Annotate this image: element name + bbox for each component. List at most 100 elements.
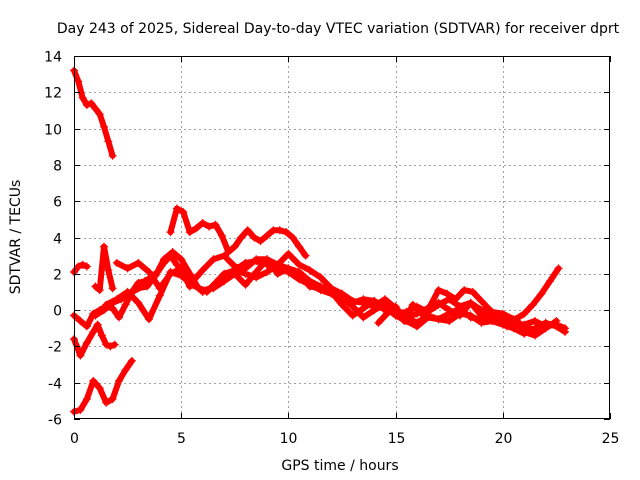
x-tick-label: 20 — [495, 431, 513, 447]
data-point — [511, 315, 520, 324]
data-point — [295, 242, 304, 251]
data-point — [241, 280, 250, 289]
data-point — [528, 300, 537, 309]
data-point — [520, 309, 529, 318]
data-point — [106, 342, 115, 351]
x-tick-label: 0 — [70, 431, 79, 447]
data-point — [220, 271, 229, 280]
data-point — [348, 311, 357, 320]
data-point — [108, 395, 117, 403]
data-point — [383, 309, 391, 318]
data-point — [443, 289, 452, 298]
data-point — [95, 110, 104, 119]
data-point — [445, 309, 454, 318]
data-point — [370, 306, 379, 315]
data-point — [460, 286, 469, 295]
data-point — [316, 273, 325, 282]
x-tick-label: 25 — [602, 431, 620, 447]
chart-title: Day 243 of 2025, Sidereal Day-to-day VTE… — [57, 21, 620, 37]
data-point — [185, 228, 194, 237]
data-point — [211, 220, 220, 229]
data-point — [160, 255, 168, 264]
data-point — [91, 311, 100, 320]
y-axis-label: SDTVAR / TECUs — [8, 180, 24, 295]
data-point — [97, 331, 106, 340]
x-tick-label: 5 — [177, 431, 186, 447]
data-point — [112, 295, 121, 304]
data-point — [282, 228, 291, 237]
data-point — [134, 258, 143, 267]
y-tick-label: 14 — [44, 50, 62, 66]
data-point — [237, 233, 246, 242]
data-point — [209, 282, 218, 291]
y-tick-label: 6 — [53, 195, 62, 211]
data-point — [477, 315, 486, 324]
y-tick-label: -6 — [48, 413, 62, 429]
data-point — [89, 327, 98, 336]
data-point — [102, 398, 111, 407]
y-tick-label: 12 — [44, 86, 62, 102]
data-point — [102, 340, 111, 349]
data-point — [74, 262, 83, 271]
plot-frame — [74, 56, 610, 419]
data-point — [82, 322, 91, 331]
data-point — [91, 282, 100, 291]
data-point — [250, 233, 259, 242]
series-line — [71, 67, 116, 159]
data-point — [359, 313, 368, 322]
data-point — [192, 224, 201, 233]
y-tick-labels: -6 -4 -2 0 2 4 6 8 10 12 14 — [44, 50, 62, 429]
data-point — [123, 287, 132, 296]
data-point — [179, 208, 188, 217]
data-point — [445, 317, 454, 325]
data-point — [224, 248, 233, 256]
x-axis-label: GPS time / hours — [281, 458, 398, 474]
y-tick-label: 0 — [53, 304, 62, 320]
data-point — [115, 376, 123, 385]
data-point — [531, 326, 539, 335]
data-point — [273, 269, 282, 278]
data-point — [252, 257, 261, 266]
data-point — [477, 297, 486, 305]
data-point — [134, 284, 143, 293]
series-track-1 — [70, 66, 117, 160]
data-point — [400, 317, 409, 325]
data-point — [102, 300, 111, 309]
data-point — [374, 318, 383, 327]
y-tick-label: 10 — [44, 123, 62, 139]
data-point — [316, 286, 325, 295]
plot-area — [70, 66, 569, 416]
data-point — [108, 151, 117, 160]
data-point — [455, 311, 464, 320]
y-tick-label: 2 — [53, 268, 62, 284]
series-line — [71, 357, 135, 415]
data-point — [413, 318, 421, 327]
data-point — [348, 302, 357, 311]
data-point — [142, 282, 151, 291]
data-point — [288, 233, 297, 242]
data-point — [198, 219, 207, 227]
data-point — [121, 300, 130, 309]
data-point — [134, 298, 143, 307]
data-point — [104, 137, 113, 146]
data-point — [546, 277, 554, 286]
data-point — [263, 268, 271, 276]
y-tick-label: 8 — [53, 159, 62, 175]
data-point — [503, 322, 512, 331]
data-point — [82, 101, 91, 109]
data-point — [466, 313, 475, 322]
data-point — [338, 300, 346, 309]
data-point — [295, 260, 304, 269]
data-point — [273, 262, 282, 271]
series-line — [71, 261, 90, 275]
data-point — [434, 300, 443, 309]
data-point — [76, 351, 85, 360]
data-point — [89, 376, 98, 385]
data-point — [520, 320, 529, 329]
data-point — [359, 295, 368, 304]
data-point — [256, 237, 265, 246]
data-point — [112, 258, 121, 267]
data-point — [230, 266, 239, 275]
series-track-11 — [374, 264, 563, 331]
